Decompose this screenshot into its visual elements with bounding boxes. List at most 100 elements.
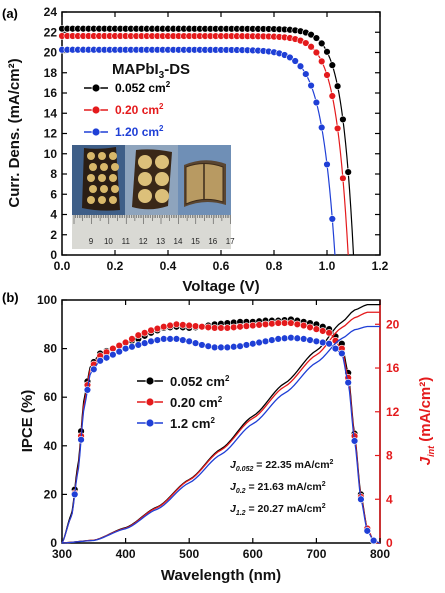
jsc-annotation: J1.2 = 20.27 mA/cm2 [230,503,326,517]
ipce-marker [280,319,289,327]
cell-dot [155,172,169,186]
cell-dot [109,174,117,182]
x-tick-label: 1.0 [319,259,336,273]
y-right-tick-label: 20 [386,317,400,331]
ipce-marker [172,335,181,343]
panel-b-ylabel-right: Jint (mA/cm²) [417,377,436,466]
y-tick-label: 20 [44,487,58,501]
ipce-marker [83,386,92,394]
jv-marker [328,61,336,69]
jv-marker [339,174,347,183]
ipce-marker [191,322,200,330]
ipce-marker [160,335,168,343]
jv-marker [339,115,347,124]
ipce-marker [338,349,346,358]
ipce-marker [198,323,206,331]
jv-marker [333,82,342,90]
y-tick-label: 12 [44,127,58,141]
cell-dot [138,155,152,169]
cell-dot [155,155,169,169]
ipce-marker [71,490,79,499]
panel-a-ylabel: Curr. Dens. (mA/cm²) [6,58,23,207]
ipce-marker [134,331,143,339]
y-tick-label: 40 [44,439,58,453]
jv-marker [307,30,315,39]
ipce-marker [153,336,162,344]
ipce-marker [179,321,187,329]
ipce-marker [204,342,212,350]
jv-marker [323,48,331,56]
jsc-annotation: J0.2 = 21.63 mA/cm2 [230,481,326,495]
y-tick-label: 22 [44,25,58,39]
ipce-marker [172,320,181,328]
y-tick-label: 24 [44,5,58,19]
x-tick-label: 800 [370,547,390,561]
ipce-marker [121,344,130,353]
ipce-marker [223,343,232,352]
y-tick-label: 16 [44,86,58,100]
panel-b-ylabel: IPCE (%) [19,390,36,453]
ipce-marker [204,323,212,332]
ipce-marker [306,336,314,344]
ipce-marker [255,321,263,329]
panel-b-annotations: J0.052 = 22.35 mA/cm2 J0.2 = 21.63 mA/cm2… [230,459,334,517]
x-tick-label: 700 [306,547,326,561]
cell-dot [87,152,95,160]
ipce-marker [140,339,149,347]
jsc-annotation: J0.052 = 22.35 mA/cm2 [230,459,334,473]
ipce-marker [319,327,327,335]
ipce-marker [249,321,257,330]
ipce-marker [102,354,111,362]
ipce-marker [293,334,302,342]
ipce-marker [185,321,193,330]
ipce-marker [325,329,333,337]
jv-marker [318,123,326,132]
y-right-tick-label: 4 [386,492,393,506]
cell-dot [89,163,97,171]
ruler-label: 13 [156,237,165,246]
ipce-marker [293,320,302,328]
y-tick-label: 4 [50,208,57,222]
jv-series-0 [58,25,355,256]
ipce-marker [179,336,187,344]
legend-marker [91,127,101,137]
ipce-series-2 [61,325,381,545]
jv-marker [323,160,331,169]
jv-marker [312,48,321,57]
y-tick-label: 20 [44,46,58,60]
ipce-marker [166,335,174,343]
y-tick-label: 2 [50,228,57,242]
y-tick-label: 100 [37,293,57,307]
ipce-marker [369,536,378,545]
ipce-marker [223,324,232,332]
ipce-marker [160,323,168,331]
legend-label: 0.052 cm2 [170,374,230,389]
ipce-marker [191,339,200,347]
cell-dot [111,185,119,193]
x-tick-label: 400 [116,547,136,561]
legend-label: 1.20 cm2 [115,124,164,139]
jv-marker [344,168,352,176]
jv-marker [296,62,305,70]
ipce-marker [217,343,225,352]
jv-marker [307,81,315,90]
jv-marker [302,39,310,47]
jv-marker [286,53,294,62]
ipce-marker [134,341,143,349]
cell-dot [89,185,97,193]
legend-marker [145,397,155,407]
cell-dot [111,163,119,171]
ipce-marker [299,335,308,343]
cell-dot [87,196,95,204]
panel-a-xlabel: Voltage (V) [182,278,259,295]
panel-b-legend: 0.052 cm2 0.20 cm2 1.2 cm2 [137,374,230,431]
jv-marker [318,57,326,66]
ipce-marker [299,321,308,330]
ipce-marker [287,333,295,342]
jv-marker [318,39,326,48]
ruler-label: 11 [122,237,131,246]
jv-marker [328,215,336,223]
ipce-marker [109,350,117,359]
panel-a-label: (a) [2,6,18,21]
